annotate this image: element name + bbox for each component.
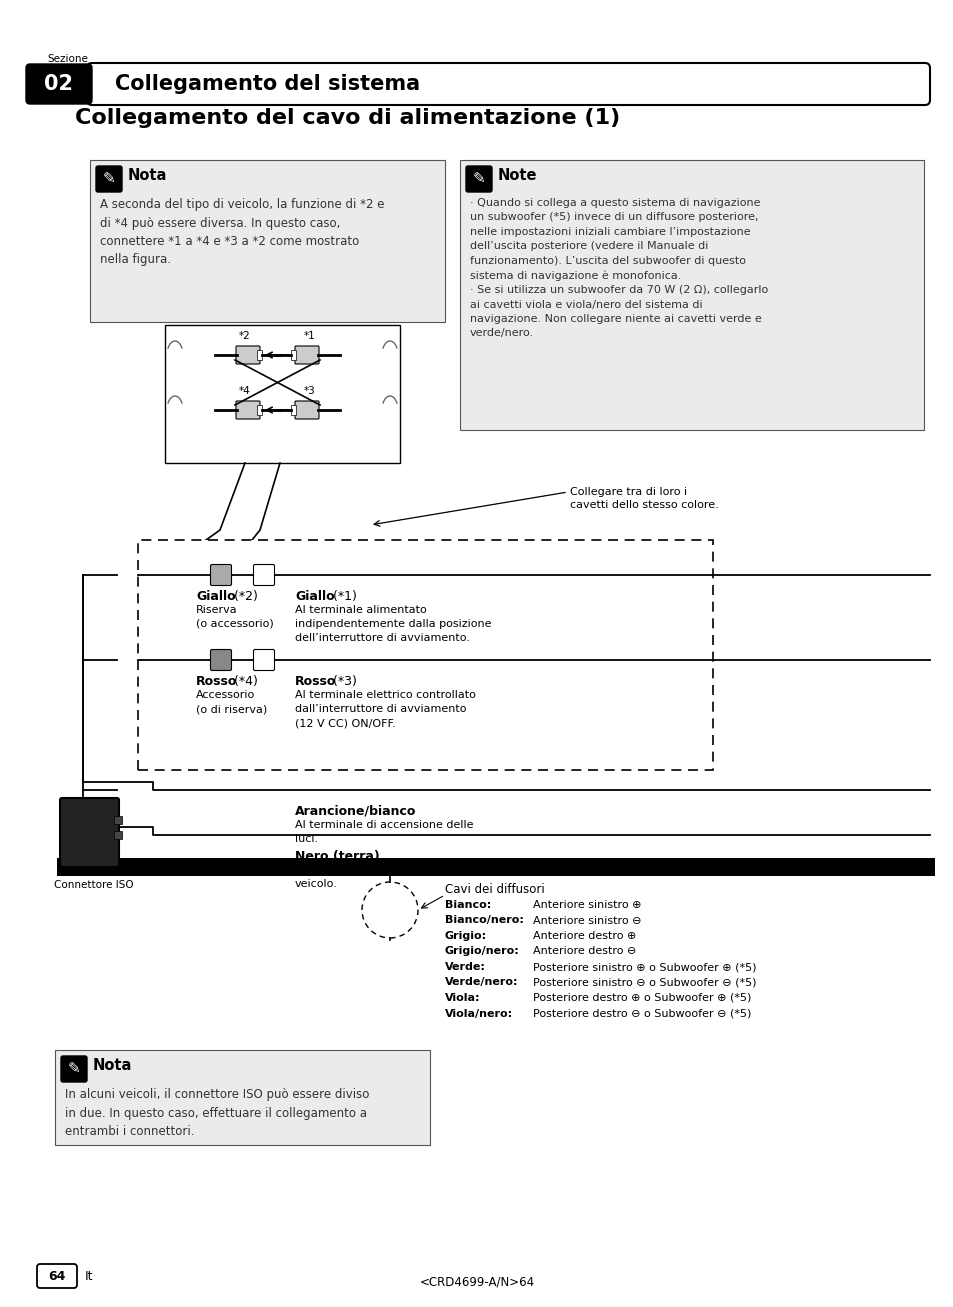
Text: *2: *2: [239, 331, 251, 341]
Text: Giallo: Giallo: [294, 589, 335, 603]
Text: ✎: ✎: [68, 1061, 80, 1077]
Text: Grigio/nero:: Grigio/nero:: [444, 946, 519, 957]
Text: (*2): (*2): [230, 589, 257, 603]
Text: Bianco:: Bianco:: [444, 901, 491, 910]
Text: Al terminale alimentato
indipendentemente dalla posizione
dell’interruttore di a: Al terminale alimentato indipendentement…: [294, 605, 491, 643]
FancyBboxPatch shape: [211, 565, 232, 586]
Text: *4: *4: [239, 386, 251, 396]
Bar: [256, 350, 262, 359]
Text: Rosso: Rosso: [195, 674, 237, 687]
Text: *3: *3: [304, 386, 315, 396]
Text: Anteriore sinistro ⊖: Anteriore sinistro ⊖: [533, 915, 640, 925]
Text: ✎: ✎: [472, 171, 485, 187]
Text: Sezione: Sezione: [47, 54, 88, 64]
Text: Accessorio
(o di riserva): Accessorio (o di riserva): [195, 690, 267, 714]
FancyBboxPatch shape: [138, 540, 712, 770]
FancyBboxPatch shape: [294, 346, 318, 365]
Text: Rosso: Rosso: [294, 674, 336, 687]
FancyBboxPatch shape: [61, 1056, 87, 1082]
FancyBboxPatch shape: [235, 401, 260, 420]
Text: Collegamento del cavo di alimentazione (1): Collegamento del cavo di alimentazione (…: [75, 108, 619, 128]
Text: Note: Note: [497, 169, 537, 183]
Text: Anteriore destro ⊖: Anteriore destro ⊖: [533, 946, 636, 957]
Text: Viola:: Viola:: [444, 993, 480, 1002]
Text: Posteriore sinistro ⊖ o Subwoofer ⊖ (*5): Posteriore sinistro ⊖ o Subwoofer ⊖ (*5): [533, 978, 756, 988]
FancyBboxPatch shape: [465, 166, 492, 192]
Bar: [291, 405, 295, 416]
Bar: [113, 831, 122, 839]
Text: Arancione/bianco: Arancione/bianco: [294, 805, 416, 818]
Text: Viola/nero:: Viola/nero:: [444, 1009, 513, 1018]
FancyBboxPatch shape: [96, 166, 122, 192]
Text: Grigio:: Grigio:: [444, 931, 487, 941]
FancyBboxPatch shape: [235, 346, 260, 365]
FancyBboxPatch shape: [55, 1050, 430, 1145]
Text: Collegamento del sistema: Collegamento del sistema: [115, 74, 419, 94]
FancyBboxPatch shape: [165, 325, 399, 463]
Bar: [57, 857, 934, 876]
Text: 02: 02: [45, 74, 73, 94]
Text: It: It: [85, 1269, 93, 1282]
Text: Anteriore destro ⊕: Anteriore destro ⊕: [533, 931, 636, 941]
FancyBboxPatch shape: [253, 650, 274, 670]
FancyBboxPatch shape: [253, 565, 274, 586]
Text: Verde/nero:: Verde/nero:: [444, 978, 518, 988]
Text: *1: *1: [304, 331, 315, 341]
FancyBboxPatch shape: [459, 159, 923, 430]
FancyBboxPatch shape: [211, 650, 232, 670]
Text: (*1): (*1): [329, 589, 356, 603]
Bar: [256, 405, 262, 416]
FancyBboxPatch shape: [26, 64, 91, 105]
Text: Posteriore destro ⊖ o Subwoofer ⊖ (*5): Posteriore destro ⊖ o Subwoofer ⊖ (*5): [533, 1009, 751, 1018]
FancyBboxPatch shape: [90, 159, 444, 322]
Text: ✎: ✎: [103, 171, 115, 187]
Text: Connettore ISO: Connettore ISO: [54, 880, 133, 890]
Text: Collegare tra di loro i
cavetti dello stesso colore.: Collegare tra di loro i cavetti dello st…: [569, 488, 718, 510]
Text: Nero (terra): Nero (terra): [294, 850, 379, 863]
Text: Verde:: Verde:: [444, 962, 485, 972]
Text: (*4): (*4): [230, 674, 257, 687]
Text: Al corpo (metallico) del
veicolo.: Al corpo (metallico) del veicolo.: [294, 865, 424, 889]
Text: A seconda del tipo di veicolo, la funzione di *2 e
di *4 può essere diversa. In : A seconda del tipo di veicolo, la funzio…: [100, 197, 384, 267]
Text: In alcuni veicoli, il connettore ISO può essere diviso
in due. In questo caso, e: In alcuni veicoli, il connettore ISO può…: [65, 1087, 369, 1138]
Bar: [113, 816, 122, 823]
FancyBboxPatch shape: [87, 63, 929, 105]
Text: · Quando si collega a questo sistema di navigazione
un subwoofer (*5) invece di : · Quando si collega a questo sistema di …: [470, 197, 767, 339]
Text: (*3): (*3): [329, 674, 356, 687]
Text: Posteriore sinistro ⊕ o Subwoofer ⊕ (*5): Posteriore sinistro ⊕ o Subwoofer ⊕ (*5): [533, 962, 756, 972]
Text: Al terminale elettrico controllato
dall’interruttore di avviamento
(12 V CC) ON/: Al terminale elettrico controllato dall’…: [294, 690, 476, 728]
Text: Nota: Nota: [128, 169, 167, 183]
Text: 64: 64: [49, 1269, 66, 1282]
Text: Bianco/nero:: Bianco/nero:: [444, 915, 523, 925]
Text: Riserva
(o accessorio): Riserva (o accessorio): [195, 605, 274, 629]
Text: Al terminale di accensione delle
luci.: Al terminale di accensione delle luci.: [294, 819, 473, 844]
Text: Nota: Nota: [92, 1057, 132, 1073]
Text: Posteriore destro ⊕ o Subwoofer ⊕ (*5): Posteriore destro ⊕ o Subwoofer ⊕ (*5): [533, 993, 751, 1002]
Text: <CRD4699-A/N>64: <CRD4699-A/N>64: [419, 1276, 534, 1289]
FancyBboxPatch shape: [60, 799, 119, 867]
FancyBboxPatch shape: [294, 401, 318, 420]
FancyBboxPatch shape: [37, 1264, 77, 1287]
Bar: [291, 350, 295, 359]
Text: Giallo: Giallo: [195, 589, 235, 603]
Text: Anteriore sinistro ⊕: Anteriore sinistro ⊕: [533, 901, 640, 910]
Text: Cavi dei diffusori: Cavi dei diffusori: [444, 884, 544, 897]
